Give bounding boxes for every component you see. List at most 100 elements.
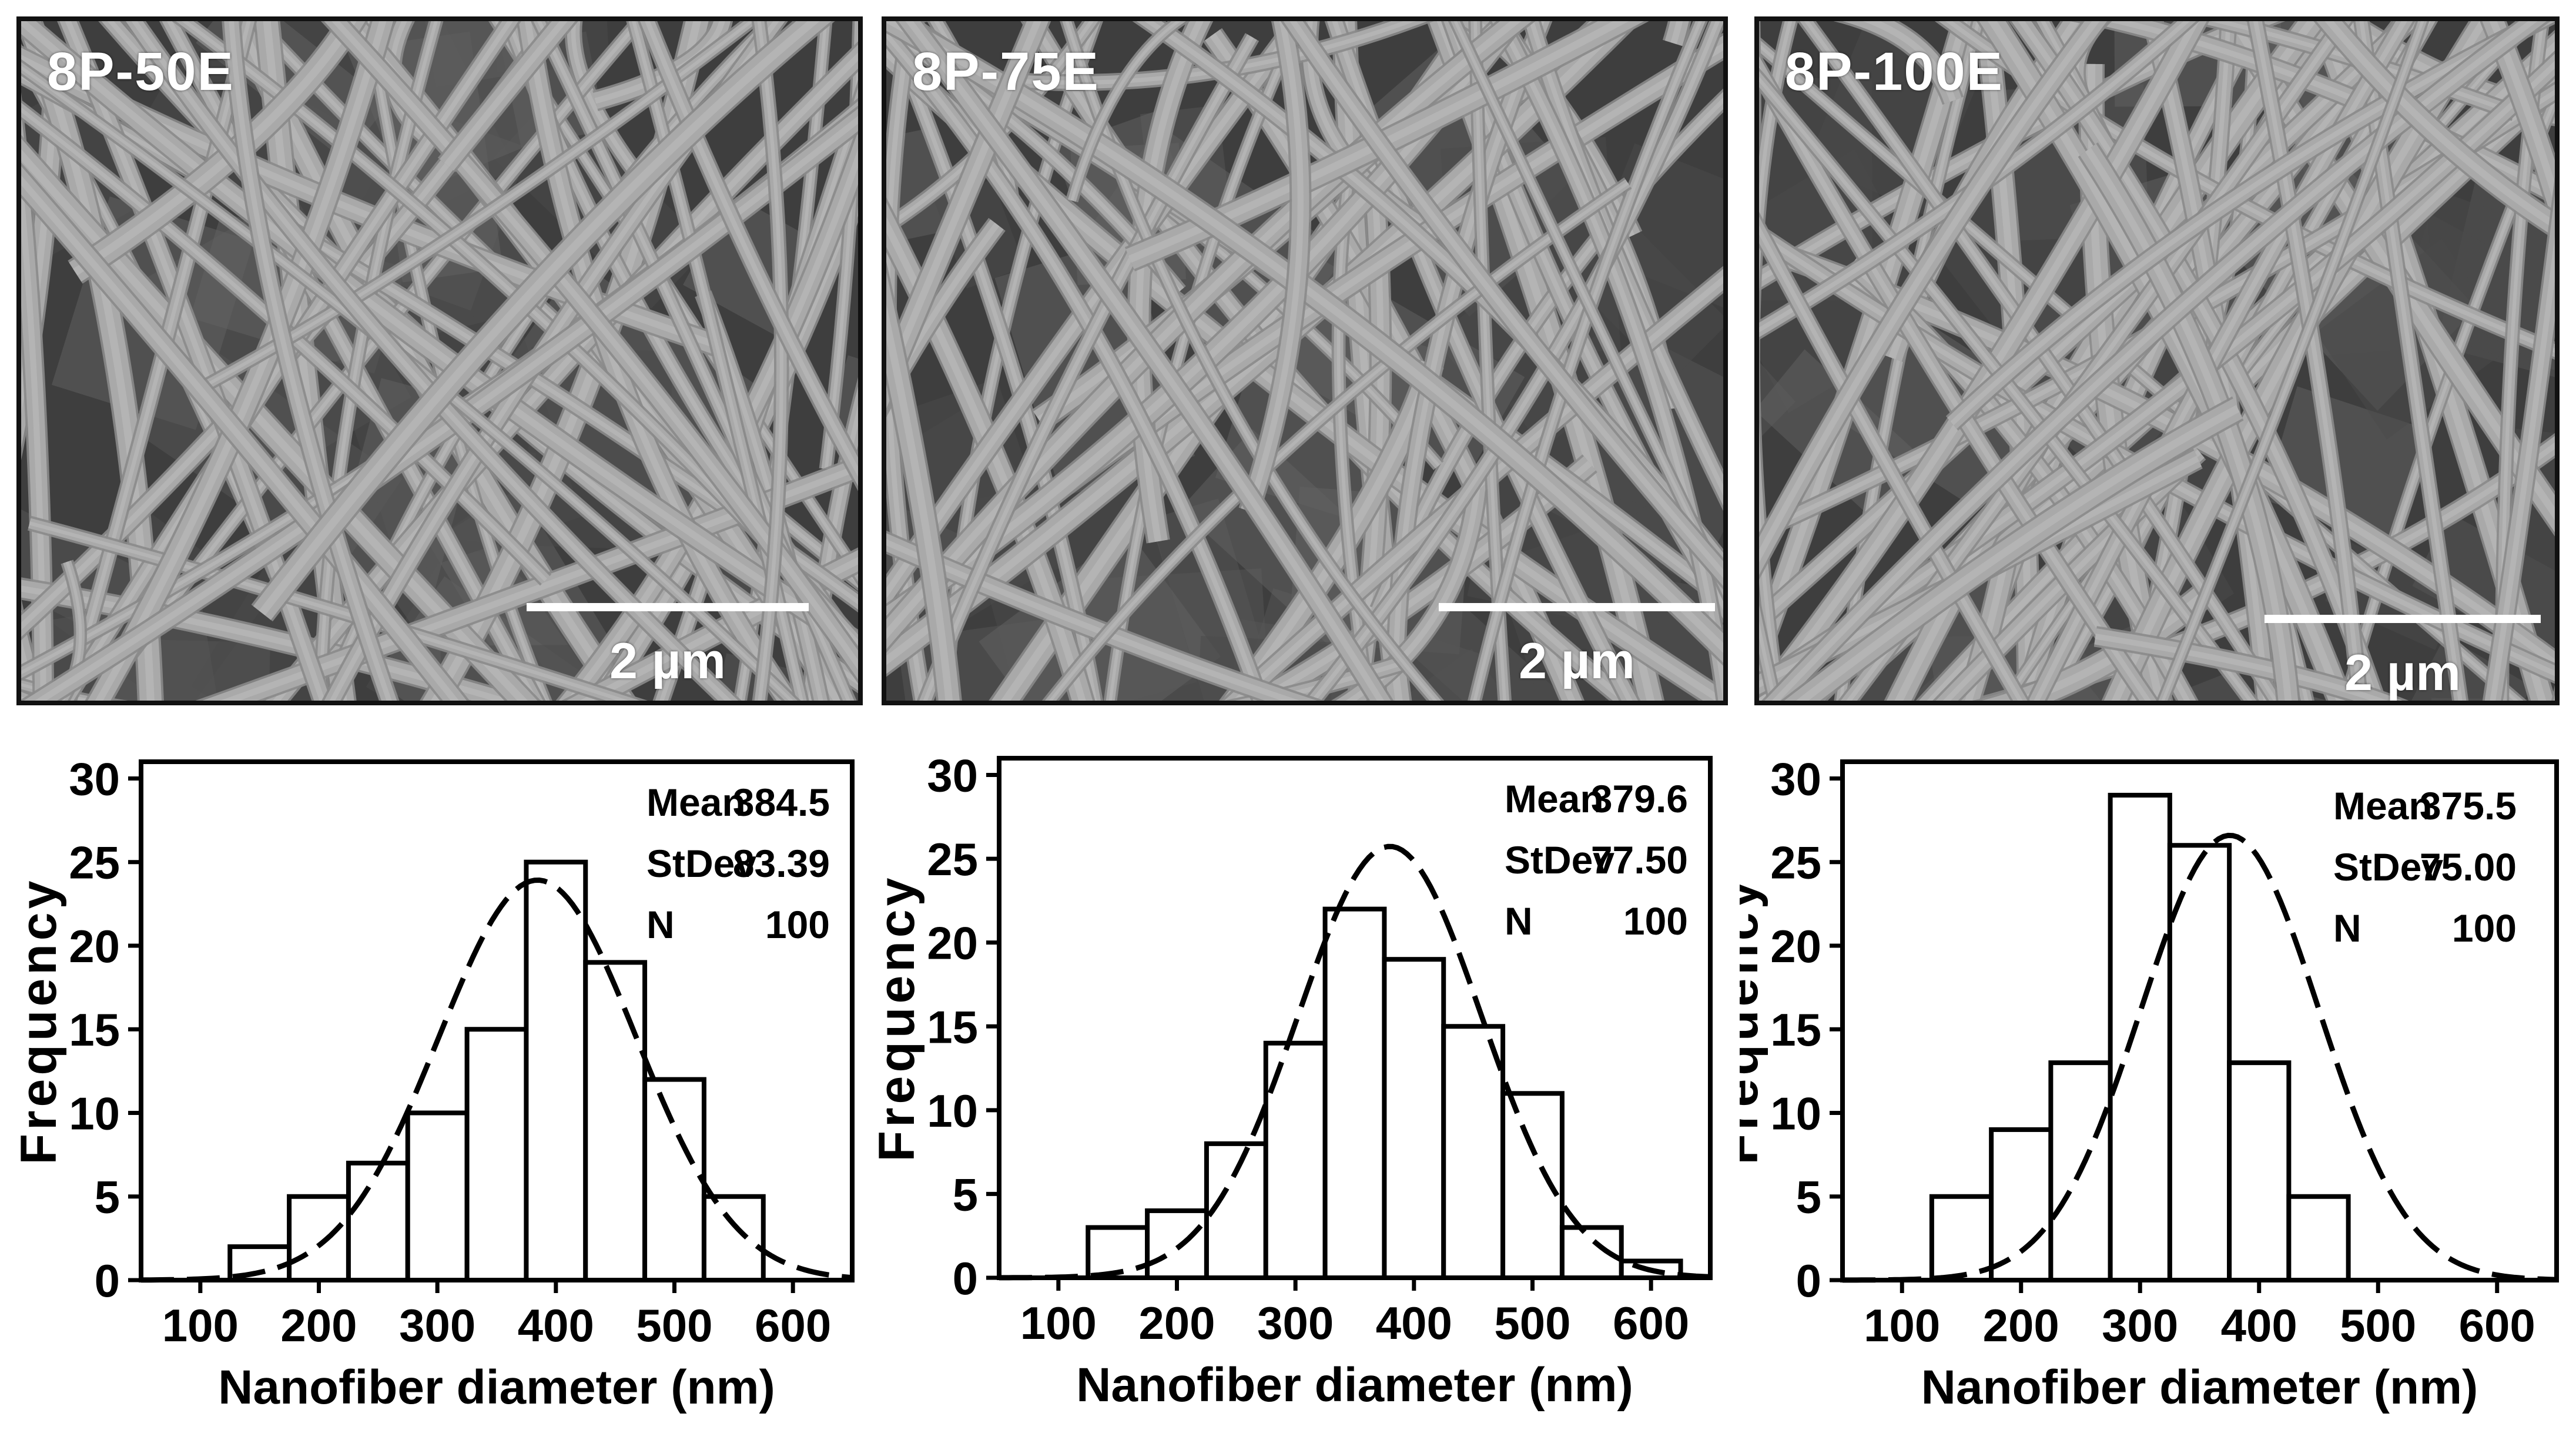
- histogram-chart: 100 200 300 400 500 600 0 5 10 15 20 25 30 Nanofiber …: [870, 750, 1713, 1412]
- x-tick-label: 200: [280, 1300, 357, 1351]
- histogram-chart: 100 200 300 400 500 600 0 5 10 15 20 25 30 Nanofiber …: [12, 753, 855, 1414]
- sem-micrograph: [21, 21, 858, 701]
- stat-name: StDev: [646, 842, 756, 885]
- x-axis-label: Nanofiber diameter (nm): [1921, 1361, 2478, 1414]
- scale-bar: [2265, 615, 2541, 623]
- histogram-bar: [642, 1077, 706, 1282]
- y-tick-label: 20: [1770, 920, 1821, 972]
- stat-value: 100: [2452, 906, 2517, 950]
- y-axis-label: Frequency: [12, 878, 67, 1165]
- x-tick-label: 600: [1613, 1297, 1689, 1349]
- normal-fit-curve: [999, 843, 1711, 1281]
- y-tick-label: 25: [1770, 837, 1821, 889]
- sem-micrograph: [886, 21, 1723, 701]
- x-tick-label: 600: [755, 1300, 831, 1351]
- histogram-bar: [701, 1194, 766, 1283]
- stat-value: 77.50: [1591, 838, 1688, 882]
- plot-frame: [1840, 759, 2559, 1282]
- y-tick-label: 5: [95, 1171, 120, 1223]
- histogram-bar: [1382, 957, 1446, 1280]
- histogram-bar: [1989, 1127, 2054, 1282]
- x-tick-label: 300: [399, 1300, 475, 1351]
- histogram-panel-1: 100 200 300 400 500 600 0 5 10 15 20 25 30 Nanofiber …: [12, 746, 858, 1440]
- stat-name: StDev: [1505, 838, 1614, 882]
- scale-bar: [527, 603, 809, 611]
- histogram-bar: [1145, 1208, 1209, 1280]
- y-tick-label: 15: [1770, 1004, 1821, 1056]
- x-axis-label: Nanofiber diameter (nm): [1076, 1358, 1633, 1412]
- histogram-bar: [1929, 1194, 1994, 1283]
- stat-name: Mean: [646, 781, 746, 824]
- y-tick-label: 25: [69, 837, 120, 889]
- y-axis-label: Frequency: [1740, 878, 1768, 1165]
- x-axis-label: Nanofiber diameter (nm): [218, 1361, 775, 1414]
- histogram-bar: [2167, 843, 2232, 1283]
- histogram-bar: [524, 859, 588, 1283]
- x-tick-label: 200: [1983, 1300, 2059, 1351]
- x-tick-label: 100: [1020, 1297, 1097, 1349]
- histogram-bar: [405, 1110, 470, 1283]
- x-tick-label: 400: [2221, 1300, 2297, 1351]
- stat-name: N: [1505, 899, 1533, 943]
- stat-name: StDev: [2333, 845, 2443, 889]
- histogram-bar: [1322, 906, 1387, 1281]
- x-tick-label: 500: [2340, 1300, 2416, 1351]
- y-tick-label: 25: [927, 833, 978, 885]
- sample-label: 8P-75E: [912, 42, 1100, 102]
- y-tick-label: 0: [95, 1255, 120, 1307]
- x-tick-label: 300: [1257, 1297, 1334, 1349]
- histogram-bar: [287, 1194, 351, 1283]
- histogram-bar: [1441, 1024, 1506, 1280]
- stat-name: Mean: [1505, 777, 1604, 821]
- stat-value: 100: [1623, 899, 1688, 943]
- y-tick-label: 30: [69, 753, 120, 805]
- stat-value: 100: [765, 903, 830, 946]
- x-tick-label: 400: [518, 1300, 594, 1351]
- histogram-bar: [2286, 1194, 2351, 1283]
- histogram-bar: [583, 960, 648, 1282]
- y-tick-label: 5: [953, 1168, 978, 1220]
- sem-image-panel-1: 8P-50E 2 µm: [16, 16, 863, 705]
- histogram-panel-3: 100 200 300 400 500 600 0 5 10 15 20 25 30 Nanofiber …: [1740, 746, 2562, 1440]
- scale-bar-label: 2 µm: [609, 633, 726, 689]
- y-tick-label: 0: [953, 1253, 978, 1304]
- stat-value: 83.39: [733, 842, 830, 885]
- histogram-bar: [2227, 1060, 2292, 1282]
- y-tick-label: 15: [927, 1001, 978, 1053]
- histogram-bar: [464, 1027, 529, 1282]
- plot-frame: [997, 756, 1713, 1280]
- x-tick-label: 400: [1376, 1297, 1452, 1349]
- y-tick-label: 30: [927, 750, 978, 802]
- x-tick-label: 200: [1138, 1297, 1215, 1349]
- sem-micrograph: [1759, 21, 2555, 701]
- x-tick-label: 100: [162, 1300, 239, 1351]
- stat-name: N: [646, 903, 675, 946]
- histogram-bar: [346, 1160, 410, 1282]
- stat-value: 379.6: [1591, 777, 1688, 821]
- sem-image-panel-3: 8P-100E 2 µm: [1754, 16, 2560, 705]
- y-tick-label: 10: [69, 1087, 120, 1139]
- histogram-bar: [2108, 792, 2172, 1283]
- stat-name: Mean: [2333, 784, 2433, 828]
- y-tick-label: 20: [927, 917, 978, 969]
- y-tick-label: 10: [1770, 1087, 1821, 1139]
- scale-bar-label: 2 µm: [2344, 645, 2461, 701]
- y-axis-label: Frequency: [870, 875, 925, 1162]
- normal-fit-curve: [140, 877, 853, 1283]
- y-tick-label: 5: [1796, 1171, 1821, 1223]
- stat-value: 384.5: [733, 781, 830, 824]
- histogram-chart: 100 200 300 400 500 600 0 5 10 15 20 25 30 Nanofiber …: [1740, 753, 2559, 1414]
- scale-bar: [1439, 603, 1715, 611]
- normal-fit-curve: [1843, 832, 2557, 1283]
- x-tick-label: 500: [636, 1300, 712, 1351]
- sample-label: 8P-50E: [47, 42, 235, 102]
- sem-image-panel-2: 8P-75E 2 µm: [882, 16, 1728, 705]
- y-tick-label: 10: [927, 1085, 978, 1137]
- sample-label: 8P-100E: [1785, 42, 2004, 102]
- x-tick-label: 500: [1494, 1297, 1570, 1349]
- stat-value: 75.00: [2420, 845, 2517, 889]
- x-tick-label: 100: [1864, 1300, 1940, 1351]
- x-tick-label: 600: [2459, 1300, 2535, 1351]
- stat-name: N: [2333, 906, 2361, 950]
- plot-frame: [139, 759, 855, 1282]
